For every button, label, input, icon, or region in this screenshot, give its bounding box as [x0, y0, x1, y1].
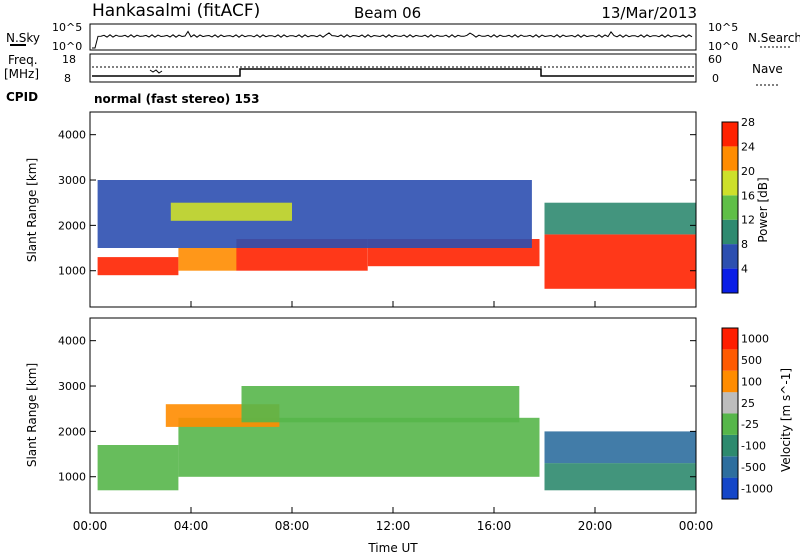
echo-band — [170, 202, 292, 221]
power-panel: 1000 2000 3000 4000 Slant Range [km] 4 8 12 16… — [25, 111, 770, 308]
x-axis-label: Time UT — [367, 541, 418, 554]
colorbar-swatch — [722, 328, 738, 350]
echo-band — [544, 202, 696, 235]
colorbar-swatch — [722, 122, 738, 147]
y-tick-label: 1000 — [58, 471, 86, 484]
colorbar-swatch — [722, 244, 738, 269]
colorbar-tick-label: -500 — [741, 461, 766, 474]
colorbar-tick-label: 20 — [741, 165, 755, 178]
nsky-trace — [92, 30, 693, 49]
power-colorbar-label: Power [dB] — [756, 177, 770, 242]
colorbar-swatch — [722, 413, 738, 435]
cpid-label: CPID — [6, 90, 38, 104]
colorbar-swatch — [722, 392, 738, 414]
nsky-tick-top: 10^5 — [52, 21, 82, 34]
date-title: 13/Mar/2013 — [601, 4, 697, 22]
echo-band — [97, 257, 179, 276]
nsky-label: N.Sky — [6, 31, 40, 45]
echo-band — [97, 180, 532, 248]
freq-panel: Freq. [MHz] 18 8 60 0 Nave — [4, 53, 783, 86]
echo-band — [544, 234, 696, 289]
colorbar-swatch — [722, 434, 738, 457]
colorbar-tick-label: -25 — [741, 418, 759, 431]
freq-unit: [MHz] — [4, 67, 39, 81]
colorbar-tick-label: 28 — [741, 116, 755, 129]
echo-band — [241, 386, 520, 423]
echo-band — [544, 431, 696, 464]
nsearch-label: N.Search — [748, 31, 800, 45]
colorbar-swatch — [722, 370, 738, 393]
nsearch-tick-top: 10^5 — [708, 21, 738, 34]
y-tick-label: 4000 — [58, 129, 86, 142]
colorbar-swatch — [722, 219, 738, 245]
colorbar-tick-label: 1000 — [741, 333, 769, 346]
echo-band — [544, 463, 696, 491]
nave-tick-top: 60 — [708, 53, 722, 66]
colorbar-frame — [721, 121, 739, 294]
colorbar-tick-label: 4 — [741, 263, 748, 276]
colorbar-swatch — [722, 268, 738, 293]
colorbar-frame — [721, 327, 739, 500]
velocity-panel: 1000 2000 3000 4000 Slant Range [km] 1000 50… — [25, 317, 793, 514]
station-title: Hankasalmi (fitACF) — [92, 1, 260, 21]
y-tick-label: 2000 — [58, 219, 86, 232]
cpid-value: normal (fast stereo) 153 — [94, 92, 260, 106]
beam-title: Beam 06 — [354, 4, 421, 22]
y-tick-label: 3000 — [58, 380, 86, 393]
colorbar-tick-label: 500 — [741, 354, 762, 367]
colorbar-swatch — [722, 349, 738, 371]
colorbar-swatch — [722, 195, 738, 220]
colorbar-tick-label: 16 — [741, 189, 755, 202]
x-tick-label: 04:00 — [174, 519, 209, 533]
colorbar-tick-label: 100 — [741, 375, 762, 388]
colorbar-tick-label: 24 — [741, 140, 755, 153]
colorbar-swatch — [722, 456, 738, 478]
nsearch-tick-bottom: 10^0 — [708, 40, 738, 53]
freq-tick-top: 18 — [62, 53, 76, 66]
freq-label: Freq. — [8, 53, 38, 67]
x-tick-label: 12:00 — [376, 519, 411, 533]
colorbar-tick-label: -1000 — [741, 482, 773, 495]
colorbar-tick-label: -100 — [741, 440, 766, 453]
freq-trace — [92, 68, 694, 77]
x-tick-label: 08:00 — [275, 519, 310, 533]
y-tick-label: 2000 — [58, 425, 86, 438]
freq-tick-bottom: 8 — [64, 72, 71, 85]
x-tick-label: 20:00 — [578, 519, 613, 533]
velocity-ylabel: Slant Range [km] — [25, 363, 39, 467]
colorbar-tick-label: 25 — [741, 397, 755, 410]
nave-tick-bottom: 0 — [712, 72, 719, 85]
y-tick-label: 4000 — [58, 335, 86, 348]
y-tick-label: 1000 — [58, 265, 86, 278]
nsky-tick-bottom: 10^0 — [52, 40, 82, 53]
colorbar-tick-label: 8 — [741, 238, 748, 251]
velocity-colorbar-label: Velocity [m s^-1] — [779, 368, 793, 472]
echo-band — [178, 248, 237, 271]
x-tick-label: 16:00 — [477, 519, 512, 533]
colorbar-swatch — [722, 146, 738, 171]
echo-band — [97, 445, 179, 491]
colorbar-swatch — [722, 170, 738, 196]
colorbar-tick-label: 12 — [741, 214, 755, 227]
colorbar-swatch — [722, 477, 738, 499]
nave-label: Nave — [752, 62, 783, 76]
x-tick-label: 00:00 — [73, 519, 108, 533]
power-ylabel: Slant Range [km] — [25, 158, 39, 262]
echo-band — [178, 417, 540, 477]
y-tick-label: 3000 — [58, 174, 86, 187]
nsky-panel: N.Sky 10^5 10^0 10^5 10^0 N.Search — [6, 21, 800, 53]
x-tick-label: 00:00 — [679, 519, 714, 533]
